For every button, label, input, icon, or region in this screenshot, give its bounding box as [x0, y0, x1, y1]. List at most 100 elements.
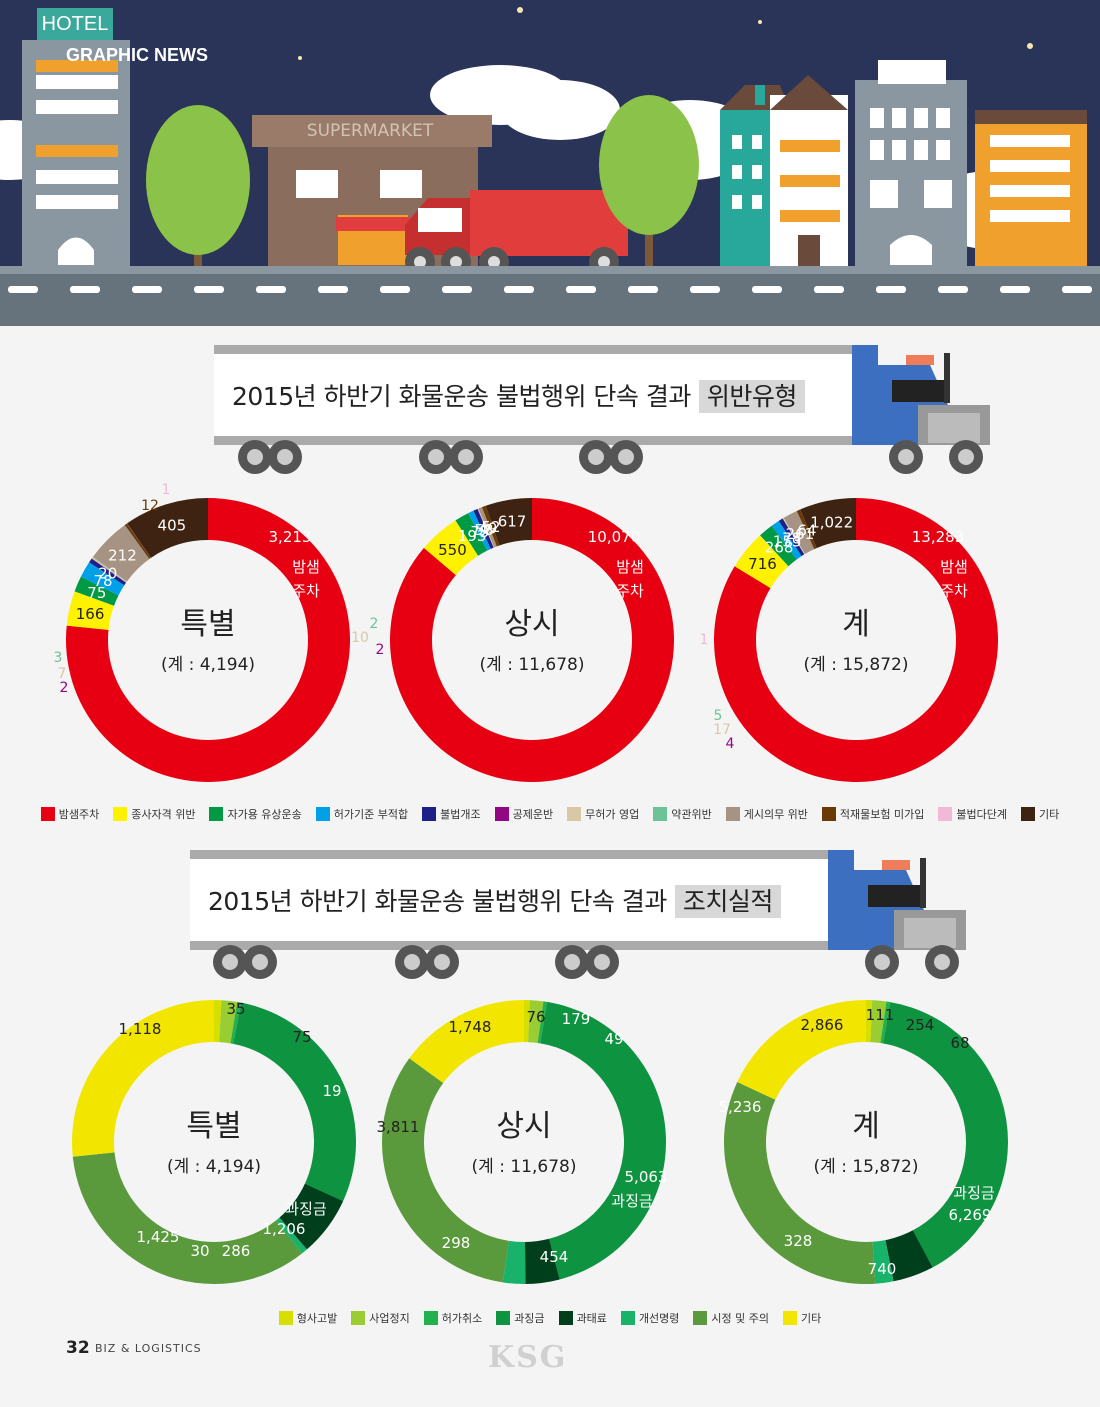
donut-slice: [782, 517, 805, 555]
donut-slice: [74, 576, 119, 606]
donut-조치실적-상시: 상시 (계 : 11,678): [382, 1000, 666, 1284]
legend-swatch: [620, 1311, 635, 1325]
donut-조치실적-계: 계 (계 : 15,872): [724, 1000, 1008, 1284]
donut-label: 13,283: [912, 528, 965, 546]
section1-tag: 위반유형: [698, 380, 805, 413]
donut-slice: [800, 498, 856, 549]
donut-slice: [872, 1240, 894, 1284]
legend-label: 약관위반: [671, 808, 712, 821]
donut-label: 49: [478, 519, 497, 537]
section1-title: 2015년 하반기 화물운송 불법행위 단속 결과 위반유형: [232, 377, 805, 413]
legend-swatch: [693, 1311, 708, 1325]
legend2-item: 과징금: [496, 1310, 545, 1326]
donut-center-total: (계 : 4,194): [161, 655, 255, 675]
section2-title: 2015년 하반기 화물운송 불법행위 단속 결과 조치실적: [208, 882, 781, 918]
legend1-item: 종사자격 위반: [113, 806, 195, 822]
legend1-item: 무허가 영업: [567, 806, 639, 822]
donut-slice: [771, 520, 802, 560]
graphic-news-label: GRAPHIC NEWS: [66, 45, 209, 65]
donut-slice: [468, 510, 491, 551]
donut-slice: [72, 1152, 302, 1284]
legend-label: 불법다단계: [956, 808, 1007, 821]
legend2-item: 허가취소: [423, 1310, 483, 1326]
magazine-name: BIZ & LOGISTICS: [95, 1342, 202, 1355]
donut-label: 212: [108, 546, 137, 564]
donut-small-label: 2: [376, 642, 385, 658]
legend-label: 기타: [1039, 808, 1060, 821]
legend-label: 허가취소: [441, 1312, 483, 1325]
legend2-item: 시정 및 주의: [693, 1310, 769, 1326]
legend-swatch: [423, 1311, 438, 1325]
legend-swatch: [558, 1311, 573, 1325]
donut-center-title: 상시: [504, 607, 559, 642]
donut-label: 1,748: [449, 1018, 492, 1036]
donut-small-label: 3: [54, 650, 63, 666]
section2-title-text: 2015년 하반기 화물운송 불법행위 단속 결과: [208, 887, 667, 916]
donut-label: 58: [474, 521, 493, 539]
donut-slice: [477, 508, 494, 548]
legend-label: 개선명령: [638, 1312, 680, 1325]
donut-label: 3,811: [377, 1118, 420, 1136]
hotel-badge: HOTEL: [37, 8, 113, 40]
donut-label: 78: [93, 572, 112, 590]
legend2-item: 사업정지: [351, 1310, 410, 1326]
legend-violation-types: 밤샘주차 종사자격 위반 자가용 유상운송 허가기준 부적합 불법개조 공제운반 무허가 영…: [0, 806, 1100, 822]
donut-slice: [423, 520, 479, 576]
legend-swatch: [821, 807, 836, 821]
donut-label: 328: [784, 1232, 813, 1250]
donut-label: 10,070: [588, 528, 641, 546]
donut-slice: [230, 1001, 242, 1044]
donut-label: 286: [222, 1242, 251, 1260]
page-number: 32: [66, 1338, 90, 1358]
donut-label: 78: [782, 529, 801, 547]
donut-label: 주차: [940, 582, 968, 600]
donut-slice: [65, 498, 350, 782]
donut-label: 1,022: [810, 513, 853, 531]
donut-center-title: 상시: [496, 1109, 551, 1144]
donut-slice: [524, 1238, 560, 1284]
action-result-charts: 특별 (계 : 4,194) 35 75 19 과징금 1,206 286 30 1,425 1,1…: [72, 1000, 1008, 1284]
donut-slice: [91, 557, 127, 583]
donut-조치실적-특별: 특별 (계 : 4,194): [72, 1000, 356, 1284]
donut-small-label: 1: [162, 482, 171, 498]
donut-small-label: 4: [726, 736, 735, 752]
donut-slice: [783, 517, 806, 555]
donut-small-label: 12: [141, 498, 159, 514]
donut-slice: [485, 498, 532, 546]
donut-small-label: 7: [58, 666, 67, 682]
donut-label: 밤샘: [292, 558, 320, 576]
legend-label: 밤샘주차: [58, 808, 100, 821]
donut-label: 주차: [616, 582, 644, 600]
donut-label: 64: [797, 521, 816, 539]
donut-label: 68: [950, 1034, 969, 1052]
donut-slice: [126, 523, 151, 558]
donut-slice: [866, 1000, 873, 1043]
donut-slice: [279, 1183, 344, 1250]
donut-center-total: (계 : 15,872): [814, 1157, 919, 1177]
legend-swatch: [938, 807, 953, 821]
donut-small-label: 17: [713, 722, 731, 738]
donut-slice: [783, 510, 815, 554]
donut-slice: [92, 556, 128, 582]
donut-slice: [455, 513, 488, 556]
donut-label: 268: [765, 539, 794, 557]
donut-label: 111: [866, 1006, 895, 1024]
donut-slice: [478, 508, 495, 548]
donut-center-total: (계 : 15,872): [804, 655, 909, 675]
title-truck-1: [214, 345, 990, 474]
legend-label: 기타: [801, 1312, 822, 1325]
donut-label: 550: [438, 541, 467, 559]
donut-slice: [233, 1002, 356, 1202]
donut-label: 3,213: [269, 528, 312, 546]
donut-slice: [93, 524, 150, 582]
donut-slice: [800, 509, 817, 549]
section2-tag: 조치실적: [674, 885, 781, 918]
donut-slice: [713, 498, 998, 782]
donut-label: 75: [87, 584, 106, 602]
legend-label: 과징금: [514, 1312, 545, 1325]
violation-type-charts: 특별(계 : 4,194)3,213밤샘주차166757820212405121…: [54, 482, 998, 782]
legend-label: 적재물보험 미가입: [839, 808, 925, 821]
donut-center-total: (계 : 11,678): [480, 655, 585, 675]
donut-center-title: 계: [842, 607, 870, 642]
legend1-item: 허가기준 부적합: [315, 806, 408, 822]
